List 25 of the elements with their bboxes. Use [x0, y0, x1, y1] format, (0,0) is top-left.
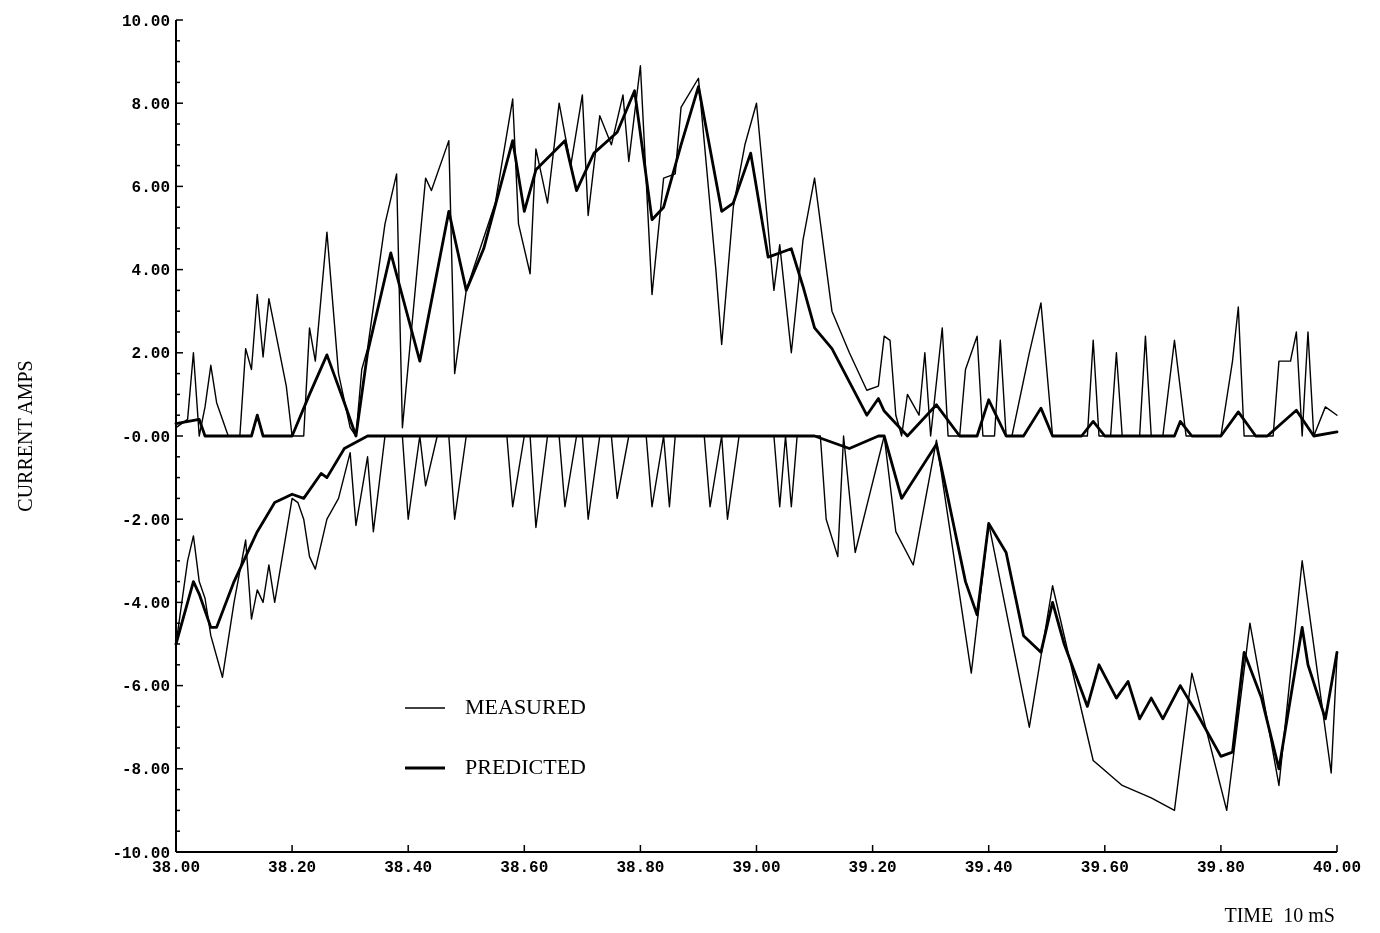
x-tick-label: 39.40	[964, 859, 1013, 877]
x-tick-label: 39.20	[848, 859, 897, 877]
y-tick-label: -8.00	[121, 761, 170, 780]
x-tick-label: 38.20	[268, 859, 317, 877]
x-tick-label: 38.80	[616, 859, 665, 877]
legend-label: MEASURED	[465, 693, 587, 719]
x-tick-label: 38.60	[500, 859, 549, 877]
x-tick-label: 39.00	[732, 859, 781, 877]
y-tick-label: 2.00	[131, 345, 170, 364]
x-tick-label: 39.60	[1080, 859, 1129, 877]
y-tick-label: 6.00	[131, 179, 170, 197]
y-axis-title: CURRENT AMPS	[14, 360, 36, 512]
x-tick-label: 39.80	[1196, 859, 1245, 877]
y-tick-label: 4.00	[131, 262, 170, 281]
x-axis-title: TIME 10 mS	[1224, 904, 1335, 926]
x-tick-label: 40.00	[1312, 859, 1362, 877]
legend-label: PREDICTED	[465, 753, 586, 779]
y-tick-label: -2.00	[121, 511, 170, 530]
y-tick-label: -0.00	[121, 428, 170, 447]
y-tick-label: 10.00	[121, 12, 170, 31]
y-tick-label: 8.00	[131, 95, 170, 114]
y-tick-label: -6.00	[121, 678, 170, 697]
x-tick-label: 38.00	[151, 859, 201, 877]
x-tick-label: 38.40	[384, 859, 433, 877]
y-tick-label: -4.00	[121, 595, 170, 613]
